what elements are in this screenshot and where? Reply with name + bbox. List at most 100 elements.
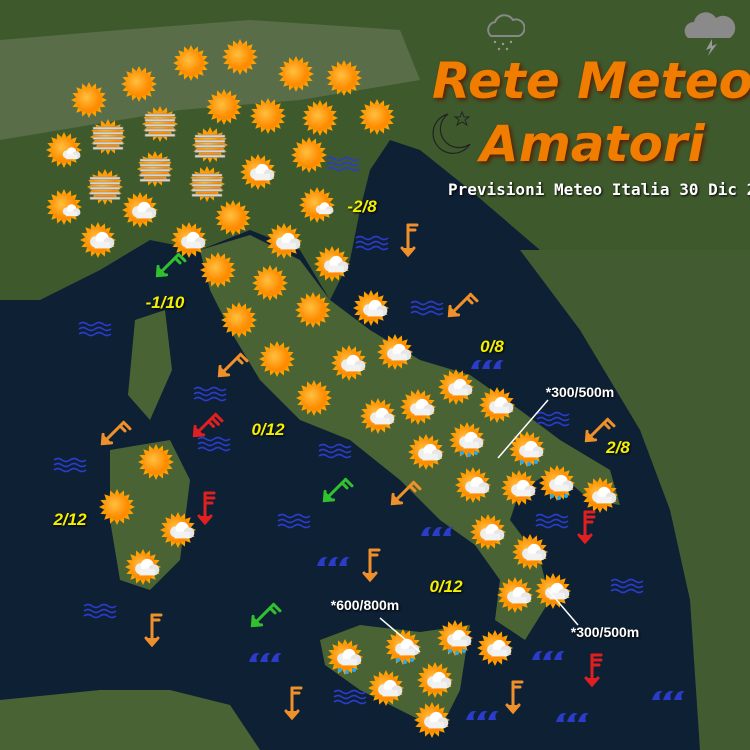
sea-rough-icon — [471, 360, 504, 369]
sea-slight-icon — [53, 457, 87, 473]
sun-cloud-rain-icon — [539, 465, 575, 501]
sea-slight-icon — [277, 513, 311, 529]
temperature-label: 0/8 — [480, 337, 504, 356]
wind-arrow-moderate-icon — [284, 686, 303, 721]
sun-cloud-icon — [377, 334, 413, 370]
snow-pointer-line — [379, 617, 421, 653]
temperature-label: 0/12 — [429, 577, 463, 596]
sun-icon — [222, 39, 258, 75]
sun-cloud-rain-icon — [449, 422, 485, 458]
sun-cloud-icon — [331, 345, 367, 381]
moon-star-icon — [432, 110, 471, 154]
sea-slight-icon — [355, 235, 389, 251]
sun-cloud-icon — [470, 514, 506, 550]
sea-slight-icon — [535, 513, 569, 529]
sun-cloud-icon — [80, 222, 116, 258]
alps — [0, 20, 420, 140]
sea-rough-icon — [532, 651, 565, 660]
sun-icon — [295, 292, 331, 328]
sun-cloud-rain-icon — [327, 639, 363, 675]
sun-icon — [99, 489, 135, 525]
wind-arrow-strong-icon — [584, 653, 603, 688]
sea-slight-icon — [326, 156, 360, 172]
land-north — [0, 0, 750, 480]
temperature-label: 2/8 — [606, 438, 630, 457]
temperature-label: 2/12 — [53, 510, 87, 529]
wind-arrow-strong-icon — [577, 510, 596, 545]
sun-icon — [215, 200, 251, 236]
wind-arrow-moderate-icon — [584, 417, 616, 443]
sun-icon — [206, 89, 242, 125]
sun-cloud-icon — [160, 512, 196, 548]
sun-cloud-icon — [266, 223, 302, 259]
sun-cloud-icon — [582, 477, 618, 513]
sun-icon — [296, 380, 332, 416]
sun-cloud-rain-icon — [437, 620, 473, 656]
sun-cloud-icon — [240, 154, 276, 190]
wind-arrow-moderate-icon — [447, 292, 479, 318]
sun-icon — [326, 60, 362, 96]
sun-fog-icon — [189, 166, 225, 202]
sun-icon — [252, 265, 288, 301]
sea-rough-icon — [652, 691, 685, 700]
sun-cloud-rain-icon — [385, 629, 421, 665]
wind-arrow-moderate-icon — [390, 480, 422, 506]
wind-arrow-moderate-icon — [362, 548, 381, 583]
sun-icon — [121, 66, 157, 102]
sea-slight-icon — [193, 386, 227, 402]
sun-cloud-icon — [125, 549, 161, 585]
sun-cloud-icon — [501, 470, 537, 506]
sun-cloud-icon — [314, 246, 350, 282]
wind-arrow-moderate-icon — [144, 613, 163, 648]
snow-pointer-line — [547, 589, 579, 626]
sun-cloud-icon — [438, 369, 474, 405]
sun-small-cloud-icon — [46, 132, 82, 168]
wind-arrow-strong-icon — [197, 491, 216, 526]
sun-fog-icon — [90, 119, 126, 155]
wind-arrow-weak-icon — [250, 602, 282, 628]
land-sardinia — [110, 440, 190, 590]
sun-cloud-icon — [353, 290, 389, 326]
sun-icon — [278, 56, 314, 92]
land-italy — [200, 235, 620, 640]
sun-fog-icon — [137, 151, 173, 187]
land-africa — [0, 690, 260, 750]
sun-icon — [302, 100, 338, 136]
sun-cloud-icon — [360, 398, 396, 434]
land-balkans — [520, 250, 750, 750]
sun-icon — [359, 99, 395, 135]
wind-arrow-moderate-icon — [217, 352, 249, 378]
sun-cloud-icon — [122, 192, 158, 228]
title-line2: Amatori — [480, 115, 705, 173]
sea-slight-icon — [83, 603, 117, 619]
snow-pointer-line — [497, 399, 549, 459]
wind-arrow-moderate-icon — [100, 420, 132, 446]
snow-level-label: *300/500m — [570, 624, 640, 640]
sea-slight-icon — [78, 321, 112, 337]
sea-slight-icon — [536, 411, 570, 427]
sun-icon — [259, 341, 295, 377]
sun-cloud-icon — [535, 573, 571, 609]
wind-arrow-moderate-icon — [505, 680, 524, 715]
wind-arrow-moderate-icon — [400, 223, 419, 258]
sun-fog-icon — [87, 169, 123, 205]
snow-level-label: *300/500m — [545, 384, 615, 400]
sun-cloud-icon — [171, 222, 207, 258]
land-corsica — [128, 310, 172, 420]
sun-cloud-icon — [368, 670, 404, 706]
temperature-label: -1/10 — [145, 293, 185, 312]
wind-arrow-weak-icon — [322, 477, 354, 503]
sun-small-cloud-icon — [299, 187, 335, 223]
sun-cloud-icon — [414, 702, 450, 738]
subtitle: Previsioni Meteo Italia 30 Dic 2 — [448, 180, 750, 199]
sun-cloud-icon — [400, 389, 436, 425]
sun-icon — [173, 45, 209, 81]
sun-cloud-icon — [497, 577, 533, 613]
sun-icon — [71, 82, 107, 118]
sea-rough-icon — [249, 653, 282, 662]
temperature-label: 0/12 — [251, 420, 285, 439]
sun-icon — [291, 137, 327, 173]
sea-slight-icon — [197, 436, 231, 452]
sea-rough-icon — [466, 711, 499, 720]
